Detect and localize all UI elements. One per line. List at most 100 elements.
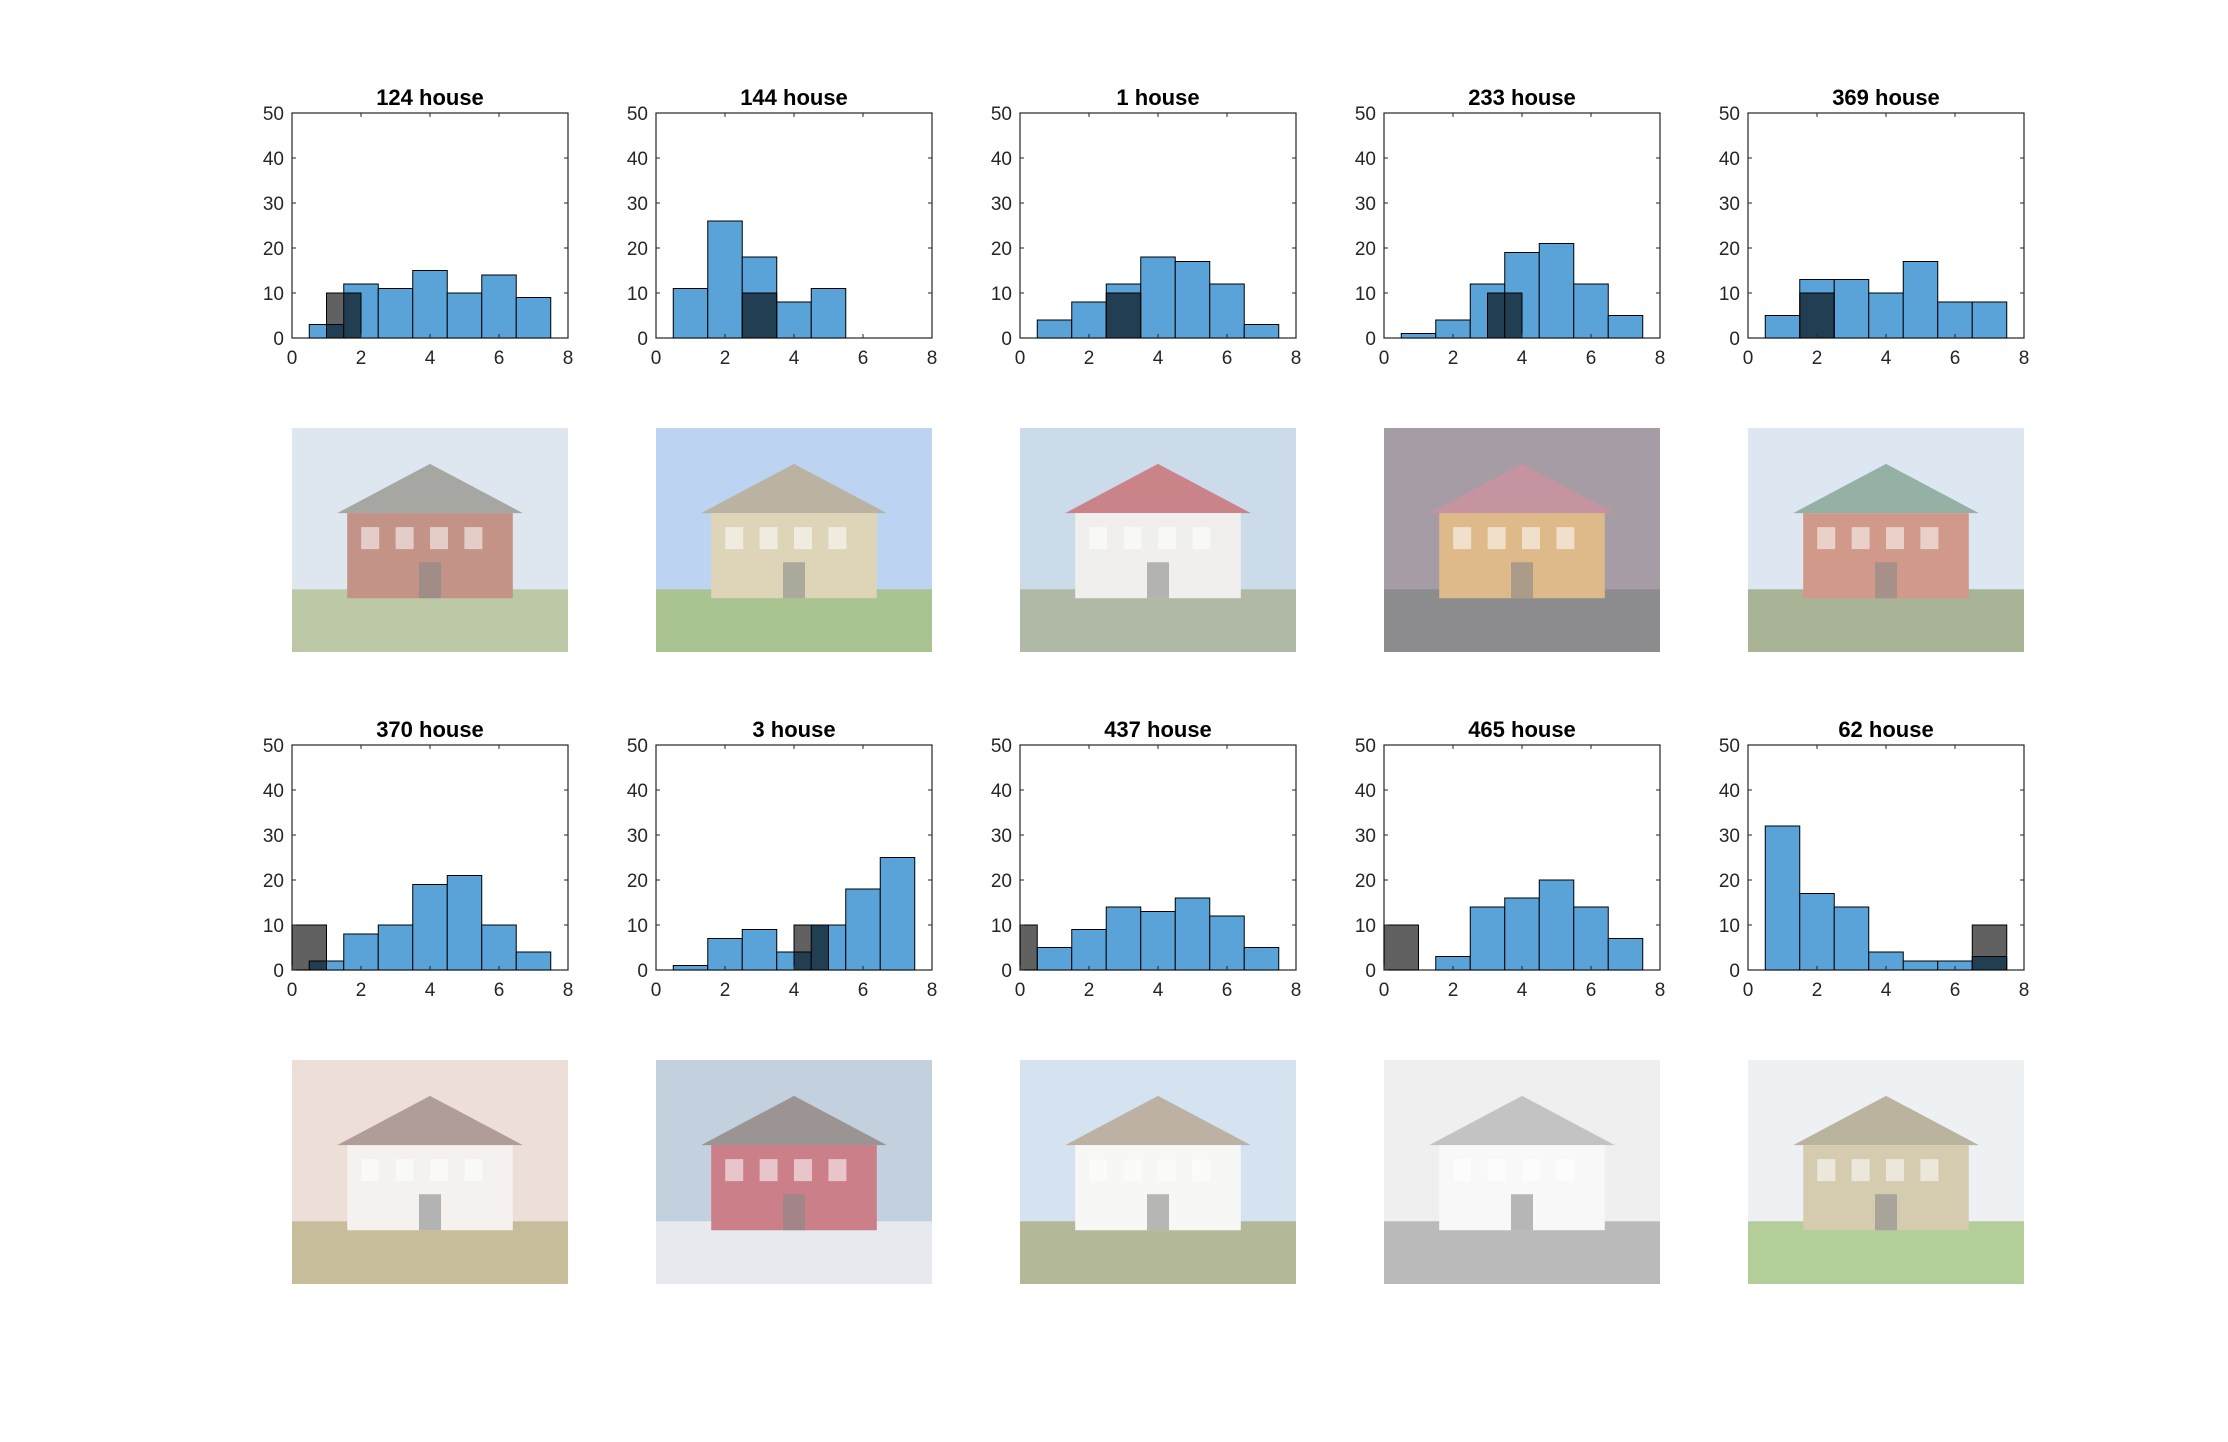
overlay-bar bbox=[1105, 292, 1142, 339]
photo-fade bbox=[1020, 428, 1296, 652]
photo-window bbox=[464, 527, 483, 550]
y-tick-label: 0 bbox=[1001, 961, 1012, 982]
photo-roof bbox=[1429, 463, 1615, 514]
y-tick-label: 50 bbox=[627, 104, 648, 125]
red-roof-house-photo bbox=[1020, 428, 1296, 652]
y-tick-label: 40 bbox=[1719, 149, 1740, 170]
photo-window bbox=[759, 527, 778, 550]
photo-window bbox=[464, 1159, 483, 1182]
y-tick-label: 30 bbox=[1355, 826, 1376, 847]
histogram-bar bbox=[515, 951, 552, 971]
x-tick-label: 8 bbox=[1291, 348, 1302, 369]
y-tick-label: 0 bbox=[273, 329, 284, 350]
x-tick-label: 0 bbox=[1743, 980, 1754, 1001]
photo-window bbox=[1487, 1159, 1506, 1182]
y-tick-label: 10 bbox=[1355, 916, 1376, 937]
x-tick-label: 8 bbox=[2019, 348, 2030, 369]
histogram-bar bbox=[1868, 292, 1904, 339]
photo-window bbox=[828, 1159, 847, 1182]
x-tick-label: 8 bbox=[1291, 980, 1302, 1001]
photo-ground bbox=[1020, 589, 1296, 652]
white-farmhouse-photo bbox=[292, 1060, 568, 1284]
photo-door bbox=[1511, 562, 1533, 599]
histogram-bar bbox=[1243, 947, 1280, 971]
x-tick-label: 4 bbox=[789, 980, 800, 1001]
histogram-bar bbox=[1469, 906, 1506, 971]
x-tick-label: 8 bbox=[927, 348, 938, 369]
photo-window bbox=[361, 1159, 380, 1182]
chart-title: 124 house bbox=[376, 85, 484, 110]
histogram-bar bbox=[776, 301, 812, 339]
histogram-bar bbox=[412, 884, 448, 971]
x-tick-label: 0 bbox=[287, 980, 298, 1001]
photo-ground bbox=[656, 589, 932, 652]
y-tick-label: 20 bbox=[627, 871, 648, 892]
photo-house-body bbox=[1803, 513, 1969, 599]
y-tick-label: 20 bbox=[1719, 871, 1740, 892]
photo-window bbox=[1522, 527, 1540, 550]
overlay-bar bbox=[326, 292, 362, 339]
histogram-bar bbox=[845, 888, 881, 971]
y-tick-label: 30 bbox=[1719, 194, 1740, 215]
photo-window bbox=[430, 527, 448, 550]
photo-window bbox=[1886, 527, 1904, 550]
histogram-bar bbox=[481, 924, 517, 971]
photo-window bbox=[1192, 1159, 1211, 1182]
photo-ground bbox=[1748, 589, 2024, 652]
photo-door bbox=[783, 1194, 805, 1231]
histogram-bar bbox=[672, 965, 709, 971]
x-tick-label: 4 bbox=[1517, 348, 1528, 369]
histogram-bar bbox=[1937, 301, 1973, 339]
photo-roof bbox=[1065, 1095, 1251, 1146]
country-manor-photo bbox=[656, 428, 932, 652]
x-tick-label: 0 bbox=[1379, 980, 1390, 1001]
y-tick-label: 0 bbox=[273, 961, 284, 982]
y-tick-label: 20 bbox=[1355, 239, 1376, 260]
y-tick-label: 10 bbox=[1719, 284, 1740, 305]
x-tick-label: 8 bbox=[1655, 348, 1666, 369]
photo-roof bbox=[337, 1095, 523, 1146]
photo-window bbox=[1487, 527, 1506, 550]
histogram-bar bbox=[1764, 825, 1801, 971]
x-tick-label: 6 bbox=[1950, 348, 1961, 369]
histogram-bar bbox=[377, 924, 414, 971]
histogram-bar bbox=[1174, 897, 1211, 971]
photo-window bbox=[794, 527, 812, 550]
y-tick-label: 30 bbox=[627, 826, 648, 847]
y-tick-label: 50 bbox=[991, 736, 1012, 757]
histogram-bar bbox=[1764, 315, 1801, 339]
overlay-bar bbox=[1383, 924, 1419, 971]
photo-ground bbox=[656, 1221, 932, 1284]
photo-window bbox=[1158, 527, 1176, 550]
photo-roof bbox=[1429, 1095, 1615, 1146]
x-tick-label: 6 bbox=[494, 980, 505, 1001]
photo-window bbox=[1851, 527, 1870, 550]
photo-roof bbox=[1793, 1095, 1979, 1146]
histogram-panel: 370 house 0 10 20 30 40 50 0 2 4 6 8 bbox=[263, 717, 573, 1001]
y-tick-label: 10 bbox=[991, 916, 1012, 937]
histogram-bar bbox=[412, 270, 448, 339]
photo-roof bbox=[337, 463, 523, 514]
victorian-house-photo bbox=[292, 428, 568, 652]
histogram-bar bbox=[1902, 960, 1939, 971]
photo-window bbox=[1123, 527, 1142, 550]
histogram-bar bbox=[1400, 333, 1437, 339]
photo-window bbox=[794, 1159, 812, 1182]
stately-palace-photo bbox=[1748, 1060, 2024, 1284]
overlay-bar bbox=[741, 292, 778, 339]
y-tick-label: 20 bbox=[1719, 239, 1740, 260]
chart-title: 233 house bbox=[1468, 85, 1576, 110]
photo-window bbox=[1158, 1159, 1176, 1182]
overlay-bar bbox=[291, 924, 327, 971]
green-victorian-house-photo bbox=[1748, 428, 2024, 652]
photo-door bbox=[419, 1194, 441, 1231]
x-tick-label: 4 bbox=[789, 348, 800, 369]
photo-ground bbox=[1384, 1221, 1660, 1284]
y-tick-label: 40 bbox=[627, 781, 648, 802]
y-tick-label: 40 bbox=[263, 149, 284, 170]
y-tick-label: 50 bbox=[1719, 736, 1740, 757]
photo-window bbox=[1920, 1159, 1939, 1182]
histogram-bar bbox=[343, 933, 379, 971]
x-tick-label: 8 bbox=[2019, 980, 2030, 1001]
